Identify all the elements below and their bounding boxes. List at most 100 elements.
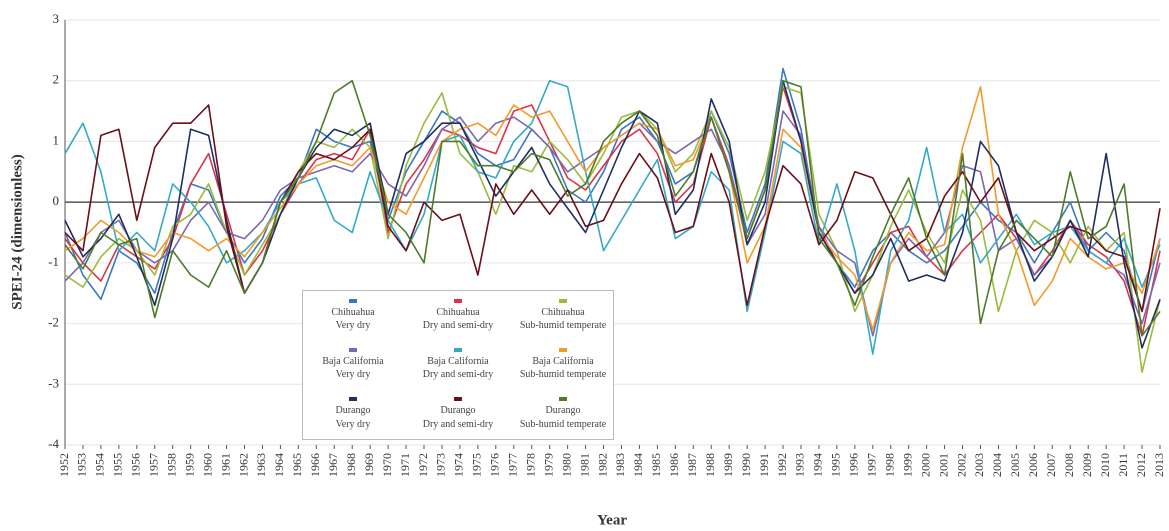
legend-item: Durango Sub-humid temperate (513, 390, 613, 439)
y-tick-label: 2 (53, 72, 60, 87)
x-tick-label: 1979 (541, 453, 555, 477)
legend-label: Baja California Very dry (322, 355, 384, 381)
legend-label: Baja California Dry and semi-dry (422, 355, 494, 381)
x-tick-label: 1984 (631, 453, 645, 477)
x-tick-label: 1994 (811, 453, 825, 477)
legend-swatch (559, 347, 567, 352)
legend-item: Baja California Very dry (303, 340, 403, 389)
x-tick-label: 1983 (613, 453, 627, 477)
x-tick-label: 2007 (1044, 453, 1058, 477)
x-tick-label: 1965 (290, 453, 304, 477)
legend-swatch (454, 347, 462, 352)
x-tick-label: 1999 (900, 453, 914, 477)
legend-swatch (349, 347, 357, 352)
x-tick-label: 1992 (775, 453, 789, 477)
y-tick-label: 0 (53, 193, 60, 208)
series-line (64, 67, 1161, 313)
legend-label: Chihuahua Sub-humid temperate (519, 306, 607, 332)
x-tick-label: 1967 (326, 453, 340, 477)
x-tick-label: 2001 (936, 453, 950, 477)
x-tick-label: 1995 (829, 453, 843, 477)
x-tick-label: 1980 (559, 453, 573, 477)
legend-swatch (349, 298, 357, 303)
y-tick-label: -2 (48, 315, 59, 330)
x-tick-label: 2006 (1026, 453, 1040, 477)
x-tick-label: 1991 (757, 453, 771, 477)
x-tick-label: 2012 (1134, 453, 1148, 477)
x-tick-label: 1990 (739, 453, 753, 477)
x-tick-label: 1968 (344, 453, 358, 477)
x-tick-label: 1971 (398, 453, 412, 477)
series-line (64, 85, 1161, 331)
legend-label: Chihuahua Dry and semi-dry (422, 306, 494, 332)
x-tick-label: 1959 (182, 453, 196, 477)
legend: Chihuahua Very dry Chihuahua Dry and semi… (302, 290, 614, 440)
x-tick-label: 2008 (1062, 453, 1076, 477)
legend-swatch (349, 397, 357, 402)
x-tick-label: 1978 (523, 453, 537, 477)
legend-swatch (559, 298, 567, 303)
x-tick-label: 1998 (882, 453, 896, 477)
x-tick-label: 1958 (164, 453, 178, 477)
legend-item: Durango Very dry (303, 390, 403, 439)
x-tick-label: 2002 (954, 453, 968, 477)
x-tick-label: 1987 (685, 453, 699, 477)
x-tick-label: 1981 (577, 453, 591, 477)
y-axis-label: SPEI-24 (dimensionless) (9, 154, 25, 309)
x-tick-label: 1964 (272, 453, 286, 477)
legend-swatch (454, 298, 462, 303)
x-tick-label: 1963 (254, 453, 268, 477)
legend-item: Durango Dry and semi-dry (403, 390, 513, 439)
x-tick-label: 1988 (703, 453, 717, 477)
x-tick-label: 1966 (308, 453, 322, 477)
x-tick-label: 1989 (721, 453, 735, 477)
legend-item: Chihuahua Very dry (303, 291, 403, 340)
x-tick-label: 1957 (147, 453, 161, 477)
x-tick-label: 1974 (452, 453, 466, 477)
legend-label: Durango Sub-humid temperate (519, 405, 607, 430)
x-tick-label: 1975 (470, 453, 484, 477)
y-tick-label: -1 (48, 254, 59, 269)
x-tick-label: 1977 (506, 453, 520, 477)
legend-label: Chihuahua Very dry (331, 306, 375, 332)
x-tick-label: 1969 (362, 453, 376, 477)
y-tick-label: 3 (53, 11, 60, 26)
x-tick-label: 1955 (111, 453, 125, 477)
x-tick-label: 2013 (1152, 453, 1166, 477)
legend-swatch (559, 397, 567, 402)
x-tick-label: 1952 (57, 453, 71, 477)
series-line (64, 79, 1161, 355)
legend-swatch (454, 397, 462, 402)
series-line (64, 85, 1161, 373)
legend-item: Baja California Sub-humid temperate (513, 340, 613, 389)
x-tick-label: 2009 (1080, 453, 1094, 477)
x-tick-label: 1954 (93, 453, 107, 477)
legend-label: Durango Dry and semi-dry (422, 405, 494, 430)
x-tick-label: 1996 (847, 453, 861, 477)
x-axis-label: Year (597, 512, 627, 528)
x-tick-label: 1993 (793, 453, 807, 477)
series-line (64, 79, 1161, 337)
x-tick-label: 1976 (488, 453, 502, 477)
y-tick-label: -3 (48, 375, 59, 390)
x-tick-label: 1960 (200, 453, 214, 477)
x-tick-label: 1956 (129, 453, 143, 477)
y-tick-label: -4 (48, 436, 59, 451)
x-tick-label: 2011 (1116, 453, 1130, 477)
x-tick-label: 1985 (649, 453, 663, 477)
x-tick-label: 1982 (595, 453, 609, 477)
x-tick-label: 1962 (236, 453, 250, 477)
legend-label: Baja California Sub-humid temperate (519, 355, 607, 381)
x-tick-label: 1973 (434, 453, 448, 477)
x-tick-label: 2004 (990, 453, 1004, 477)
x-tick-label: 1997 (865, 453, 879, 477)
legend-item: Chihuahua Dry and semi-dry (403, 291, 513, 340)
legend-item: Baja California Dry and semi-dry (403, 340, 513, 389)
x-tick-label: 1972 (416, 453, 430, 477)
x-tick-label: 1961 (218, 453, 232, 477)
y-tick-label: 1 (53, 132, 60, 147)
x-tick-label: 1986 (667, 453, 681, 477)
x-tick-label: 2010 (1098, 453, 1112, 477)
